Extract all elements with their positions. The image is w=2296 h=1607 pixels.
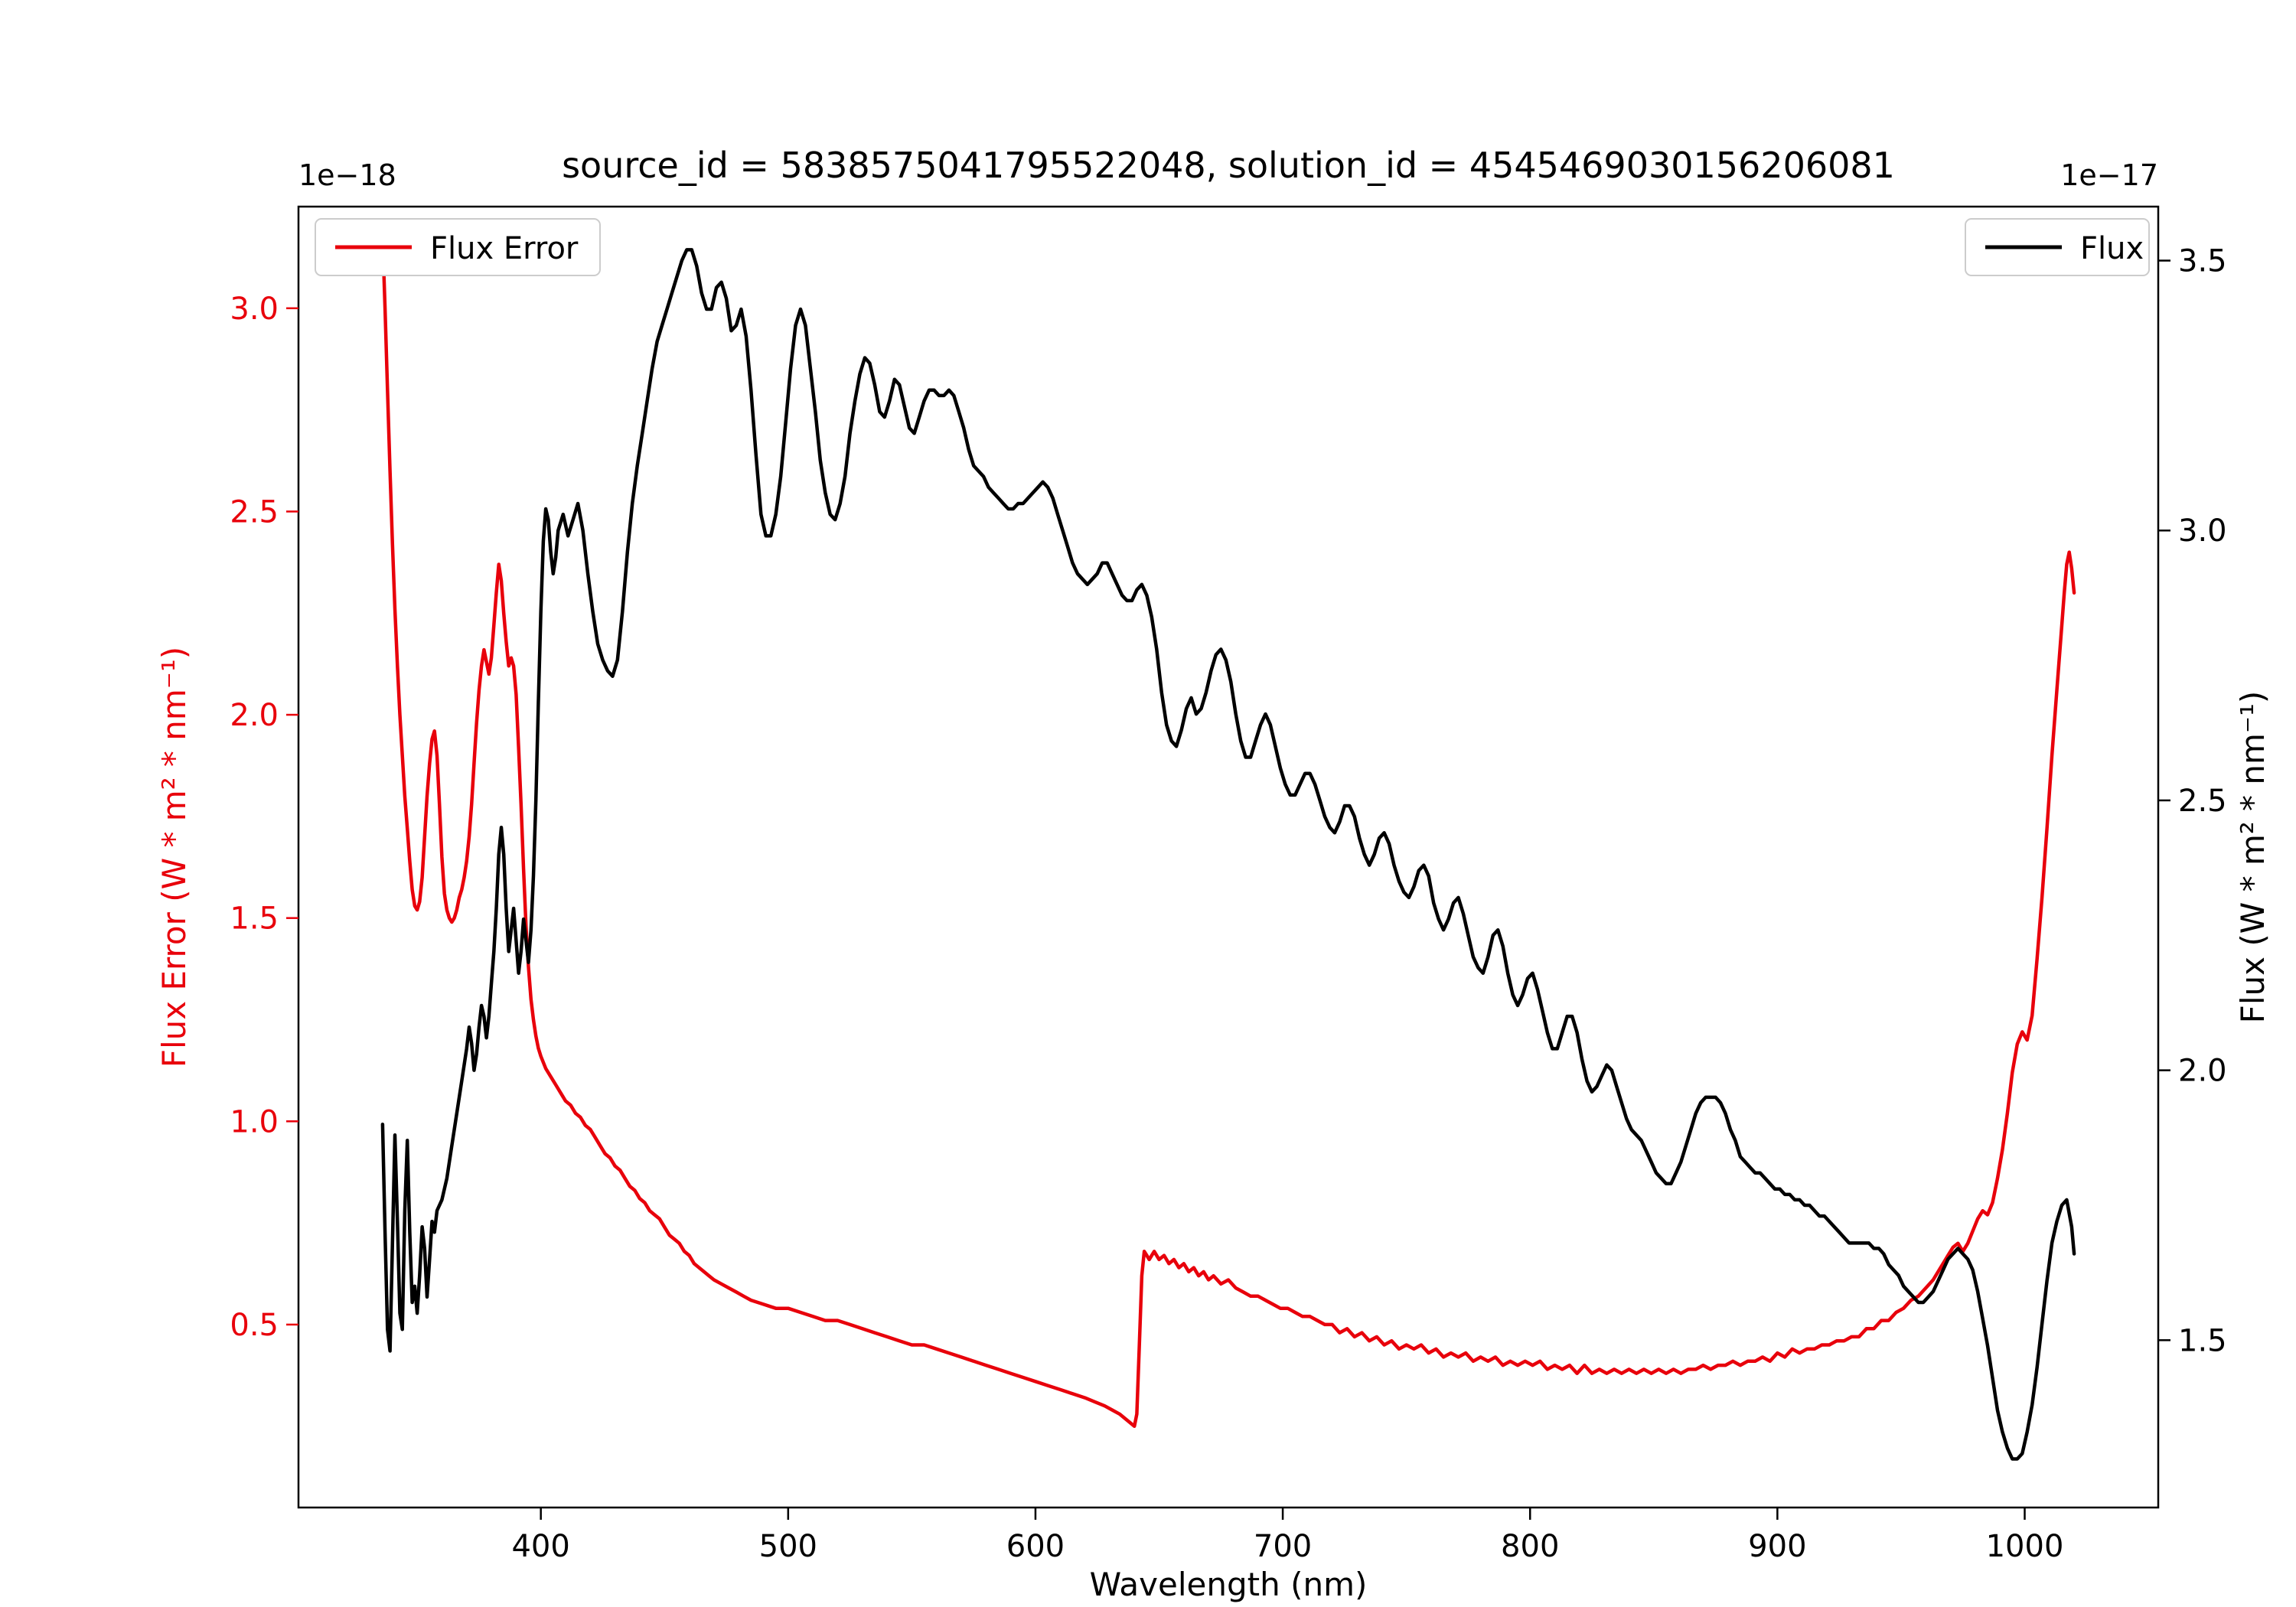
left-y-tick-label: 1.5 <box>230 901 279 937</box>
x-axis-label: Wavelength (nm) <box>1090 1566 1368 1603</box>
x-tick-label: 1000 <box>1986 1529 2064 1564</box>
x-tick-label: 700 <box>1254 1529 1312 1564</box>
x-tick-label: 900 <box>1748 1529 1806 1564</box>
right-y-axis-label: Flux (W * m² * nm⁻¹) <box>2234 691 2272 1024</box>
left-y-tick-label: 1.0 <box>230 1104 279 1139</box>
series-line-flux-error <box>380 233 2076 1429</box>
left-y-tick-label: 3.0 <box>230 292 279 327</box>
right-y-tick-label: 2.0 <box>2178 1054 2227 1089</box>
left-y-tick-label: 2.0 <box>230 698 279 733</box>
x-tick-label: 500 <box>759 1529 817 1564</box>
chart-title: source_id = 5838575041795522048, solutio… <box>562 145 1895 186</box>
left-y-axis-label: Flux Error (W * m² * nm⁻¹) <box>155 647 193 1068</box>
legend-flux-error-box <box>315 218 601 276</box>
legend-flux-label: Flux <box>2080 231 2144 266</box>
right-y-axis-ticks: 1.5 2.0 2.5 3.0 3.5 <box>2158 244 2227 1358</box>
plot-frame <box>297 205 2160 1509</box>
series-lines <box>380 233 2076 1461</box>
legend-flux: Flux <box>1965 218 2150 276</box>
x-tick-label: 600 <box>1006 1529 1065 1564</box>
right-y-tick-label: 2.5 <box>2178 784 2227 819</box>
legend-flux-error: Flux Error <box>315 218 601 276</box>
right-y-tick-label: 3.0 <box>2178 513 2227 549</box>
legend-flux-error-label: Flux Error <box>430 231 579 266</box>
left-y-tick-label: 0.5 <box>230 1308 279 1343</box>
x-tick-label: 400 <box>511 1529 569 1564</box>
left-y-axis-ticks: 0.5 1.0 1.5 2.0 2.5 3.0 <box>230 292 298 1343</box>
left-y-tick-label: 2.5 <box>230 494 279 530</box>
right-y-tick-label: 3.5 <box>2178 244 2227 279</box>
series-line-flux <box>380 248 2076 1461</box>
right-axis-offset-label: 1e−17 <box>2060 158 2158 192</box>
right-y-tick-label: 1.5 <box>2178 1323 2227 1358</box>
x-tick-label: 800 <box>1501 1529 1559 1564</box>
x-axis-ticks: 400 500 600 700 800 900 1000 <box>511 1508 2063 1564</box>
left-axis-offset-label: 1e−18 <box>298 158 396 192</box>
